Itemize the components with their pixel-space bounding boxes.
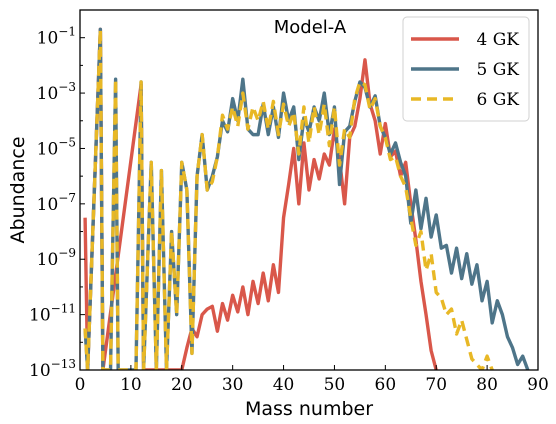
x-tick-label: 90 xyxy=(527,375,549,395)
legend: 4 GK 5 GK 6 GK xyxy=(402,16,530,122)
x-tick-label: 10 xyxy=(120,375,142,395)
x-tick-label: 70 xyxy=(425,375,447,395)
y-tick-label: 10−5 xyxy=(37,135,76,159)
legend-label: 6 GK xyxy=(477,90,520,110)
plot-frame xyxy=(79,9,539,371)
chart-title: Model-A xyxy=(274,17,347,38)
x-tick-label: 30 xyxy=(222,375,244,395)
series-layer xyxy=(83,27,530,370)
x-tick-label: 50 xyxy=(324,375,346,395)
legend-label: 5 GK xyxy=(477,60,520,80)
y-axis: 10−1 10−3 10−5 10−7 10−9 10−11 10−13 xyxy=(29,9,85,381)
y-tick-label: 10−9 xyxy=(37,246,76,270)
y-tick-label: 10−3 xyxy=(37,80,76,104)
x-axis-label: Mass number xyxy=(245,398,373,420)
y-tick-label: 10−13 xyxy=(29,357,76,381)
series-line-6-gk xyxy=(83,27,494,370)
x-tick-label: 0 xyxy=(75,375,86,395)
x-tick-label: 80 xyxy=(476,375,498,395)
x-tick-label: 60 xyxy=(375,375,397,395)
legend-label: 4 GK xyxy=(477,30,520,50)
y-tick-label: 10−11 xyxy=(29,302,76,326)
x-tick-label: 40 xyxy=(273,375,295,395)
y-axis-label: Abundance xyxy=(7,136,29,243)
legend-box xyxy=(402,16,530,122)
x-tick-label: 20 xyxy=(171,375,193,395)
y-tick-label: 10−7 xyxy=(37,191,76,215)
y-tick-label: 10−1 xyxy=(37,25,76,49)
x-axis: 0 10 20 30 40 50 60 70 80 90 xyxy=(75,365,549,395)
